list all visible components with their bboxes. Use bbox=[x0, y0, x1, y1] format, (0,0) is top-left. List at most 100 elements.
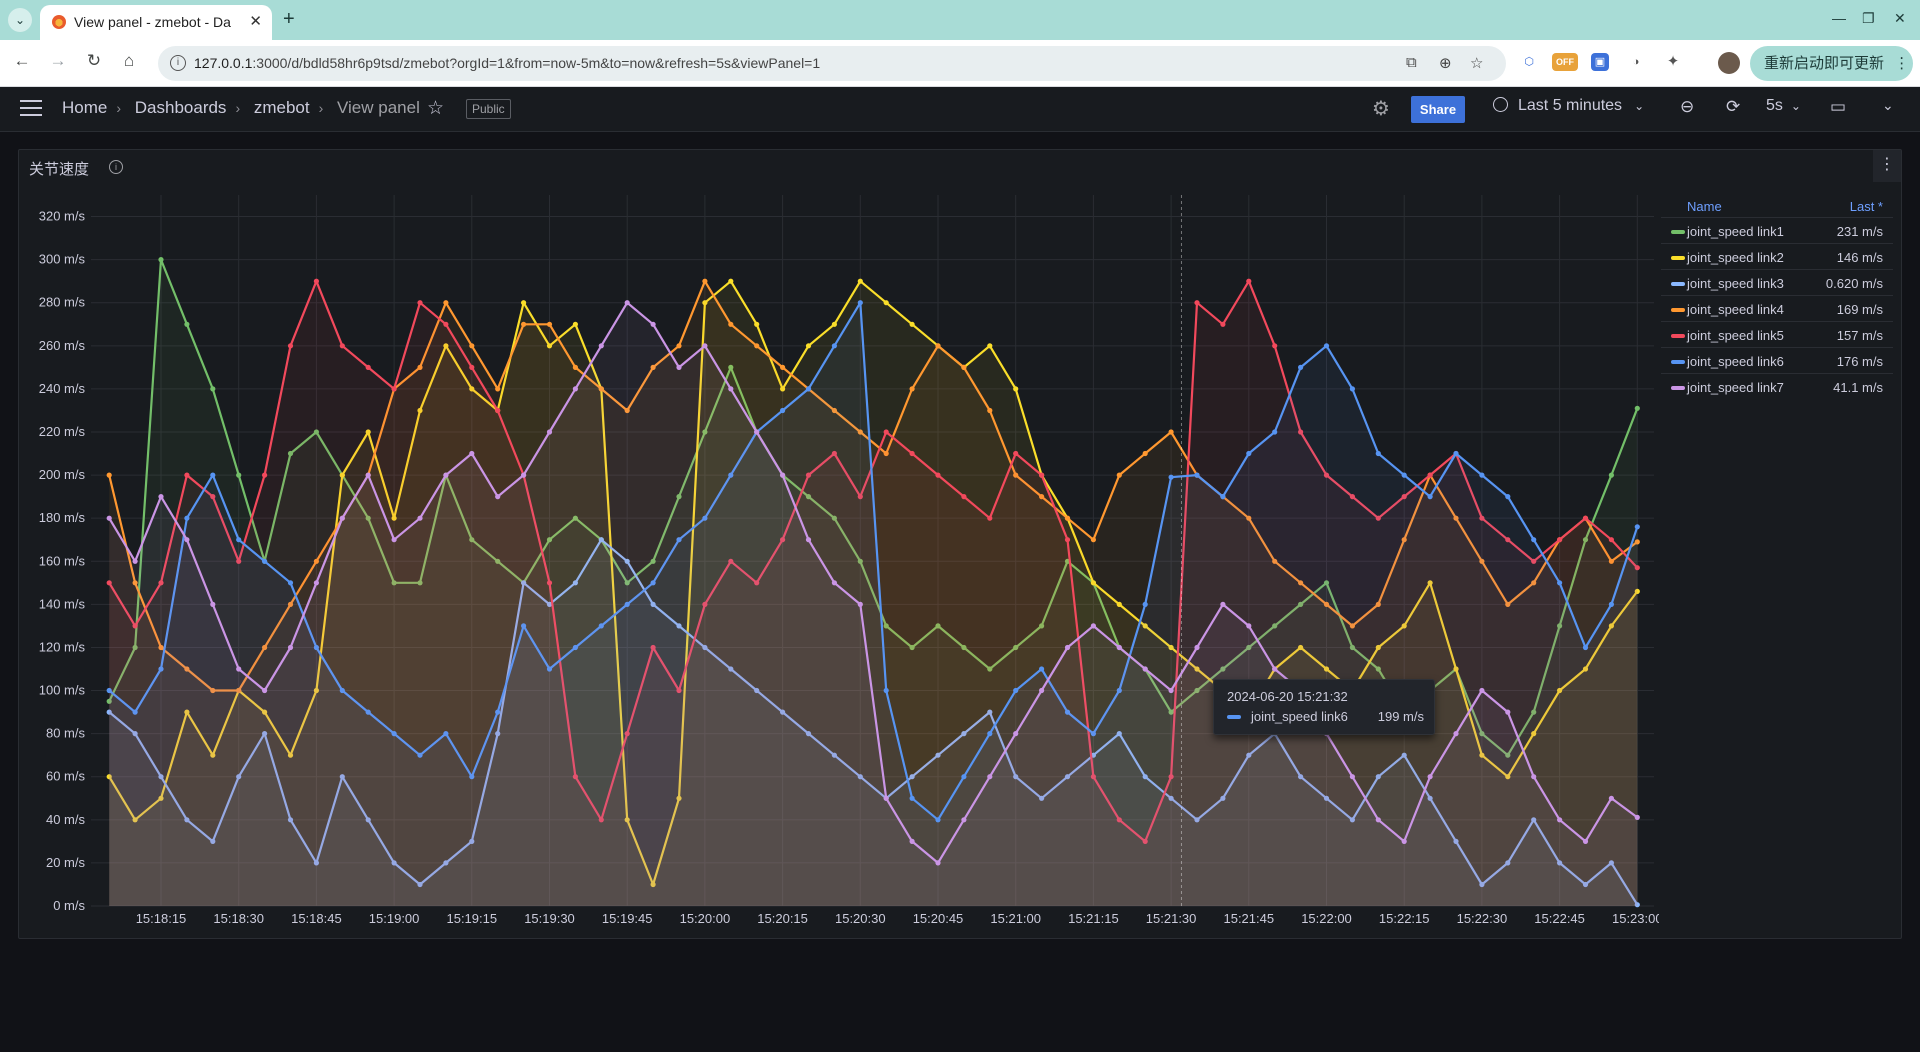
breadcrumb-dashboards[interactable]: Dashboards bbox=[134, 98, 227, 117]
forward-icon[interactable]: → bbox=[49, 51, 67, 70]
data-point bbox=[935, 623, 941, 629]
data-point bbox=[1427, 494, 1433, 500]
reload-icon[interactable]: ↻ bbox=[86, 51, 102, 70]
tv-mode-icon[interactable]: ▭ bbox=[1830, 97, 1847, 116]
chart-plot-area[interactable]: 0 m/s 20 m/s 40 m/s 60 m/s 80 m/s 100 m/s 120 … bbox=[19, 150, 1659, 940]
extensions-puzzle-icon[interactable]: ✦ bbox=[1666, 53, 1680, 70]
legend-header-last[interactable]: Last * bbox=[1849, 199, 1883, 214]
legend-series-name[interactable]: joint_speed link5 bbox=[1687, 328, 1784, 343]
data-point bbox=[1013, 472, 1019, 478]
legend-series-name[interactable]: joint_speed link6 bbox=[1687, 354, 1784, 369]
data-point bbox=[106, 472, 112, 478]
zoom-out-icon[interactable]: ⊖ bbox=[1680, 97, 1695, 116]
bookmark-star-icon[interactable]: ☆ bbox=[1470, 55, 1484, 72]
breadcrumb-zmebot[interactable]: zmebot bbox=[253, 98, 310, 117]
legend-series-name[interactable]: joint_speed link2 bbox=[1687, 250, 1784, 265]
data-point bbox=[132, 558, 138, 564]
data-point bbox=[650, 364, 656, 370]
profile-avatar[interactable] bbox=[1718, 52, 1740, 74]
legend-series-name[interactable]: joint_speed link3 bbox=[1687, 276, 1784, 291]
data-point bbox=[572, 386, 579, 392]
data-point bbox=[1375, 666, 1381, 672]
minimize-icon[interactable]: — bbox=[1832, 10, 1846, 26]
home-icon[interactable]: ⌂ bbox=[123, 51, 135, 70]
refresh-icon[interactable]: ⟳ bbox=[1726, 97, 1741, 116]
address-bar[interactable]: i 127.0.0.1:3000/d/bdld58hr6p9tsd/zmebot… bbox=[158, 46, 1506, 81]
legend-series-name[interactable]: joint_speed link1 bbox=[1687, 224, 1784, 239]
data-point bbox=[495, 709, 501, 715]
zoom-icon[interactable]: ⊕ bbox=[1439, 55, 1452, 72]
data-point bbox=[1349, 644, 1355, 651]
legend-series-name[interactable]: joint_speed link4 bbox=[1687, 302, 1784, 317]
legend-row[interactable]: joint_speed link5 157 m/s bbox=[1661, 321, 1893, 347]
extension-shield-icon[interactable]: ◑ bbox=[1632, 56, 1640, 68]
data-point bbox=[805, 343, 812, 349]
extension-off-badge[interactable]: OFF bbox=[1552, 53, 1578, 71]
panel-info-icon[interactable]: i bbox=[109, 160, 123, 174]
data-point bbox=[572, 364, 579, 370]
data-point bbox=[961, 817, 967, 823]
legend-row[interactable]: joint_speed link6 176 m/s bbox=[1661, 347, 1893, 373]
extension-window-icon[interactable]: ▣ bbox=[1591, 53, 1609, 71]
legend-series-name[interactable]: joint_speed link7 bbox=[1687, 380, 1784, 395]
data-point bbox=[831, 752, 838, 758]
time-range-picker[interactable]: Last 5 minutes ⌄ bbox=[1493, 97, 1644, 115]
legend-header-name[interactable]: Name bbox=[1687, 199, 1722, 214]
data-point bbox=[1375, 515, 1381, 521]
y-tick-label: 280 m/s bbox=[39, 295, 86, 310]
tooltip-series-swatch bbox=[1227, 715, 1241, 719]
settings-gear-icon[interactable]: ⚙ bbox=[1372, 98, 1390, 120]
data-point bbox=[1505, 752, 1511, 758]
window-close-icon[interactable]: ✕ bbox=[1894, 10, 1906, 26]
series-line-5 bbox=[108, 280, 1639, 843]
favorite-star-icon[interactable]: ☆ bbox=[427, 98, 445, 119]
data-point bbox=[1634, 814, 1640, 821]
breadcrumb-home[interactable]: Home bbox=[62, 98, 108, 117]
data-point bbox=[546, 580, 553, 586]
data-point bbox=[624, 558, 630, 564]
data-point bbox=[1505, 774, 1511, 780]
data-point bbox=[132, 709, 138, 715]
new-tab-icon[interactable]: + bbox=[283, 8, 295, 30]
data-point bbox=[1401, 623, 1407, 629]
data-point bbox=[1168, 774, 1174, 780]
site-info-icon[interactable]: i bbox=[170, 55, 186, 71]
data-point bbox=[1323, 601, 1330, 607]
data-point bbox=[339, 343, 345, 349]
legend-row[interactable]: joint_speed link3 0.620 m/s bbox=[1661, 269, 1893, 295]
collapse-chevron-icon[interactable]: ⌄ bbox=[1882, 97, 1894, 113]
back-icon[interactable]: ← bbox=[13, 51, 31, 70]
data-point bbox=[780, 386, 786, 392]
extension-cube-icon[interactable]: ⬡ bbox=[1524, 56, 1534, 68]
data-point bbox=[728, 558, 734, 564]
data-point bbox=[987, 731, 993, 737]
data-point bbox=[857, 494, 863, 500]
data-point bbox=[158, 644, 164, 651]
share-button[interactable]: Share bbox=[1411, 96, 1465, 123]
data-point bbox=[469, 386, 475, 392]
legend-row[interactable]: joint_speed link2 146 m/s bbox=[1661, 243, 1893, 269]
data-point bbox=[1479, 881, 1485, 888]
panel-menu-icon[interactable]: ⋮ bbox=[1873, 150, 1901, 182]
legend-row[interactable]: joint_speed link1 231 m/s bbox=[1661, 217, 1893, 243]
tab-close-icon[interactable]: ✕ bbox=[249, 13, 262, 30]
update-button[interactable]: 重新启动即可更新 ⋮ bbox=[1750, 46, 1913, 81]
breadcrumb-view-panel: View panel bbox=[337, 98, 420, 117]
refresh-interval-picker[interactable]: 5s ⌄ bbox=[1766, 97, 1801, 114]
data-point bbox=[184, 537, 190, 543]
legend-row[interactable]: joint_speed link4 169 m/s bbox=[1661, 295, 1893, 321]
data-point bbox=[572, 515, 579, 521]
restore-icon[interactable]: ❐ bbox=[1862, 10, 1875, 26]
translate-icon[interactable]: ⧉ bbox=[1406, 54, 1417, 71]
legend-row[interactable]: joint_speed link7 41.1 m/s bbox=[1661, 373, 1893, 399]
browser-tab[interactable]: View panel - zmebot - Da ✕ bbox=[40, 5, 272, 40]
tab-search-chevron-icon[interactable]: ⌄ bbox=[8, 8, 32, 32]
x-tick-label: 15:19:45 bbox=[602, 911, 653, 926]
data-point bbox=[805, 386, 812, 392]
menu-icon[interactable] bbox=[20, 100, 42, 116]
data-point bbox=[365, 472, 371, 478]
data-point bbox=[650, 644, 656, 651]
url-text[interactable]: 127.0.0.1:3000/d/bdld58hr6p9tsd/zmebot?o… bbox=[194, 55, 821, 71]
data-point bbox=[1116, 817, 1122, 823]
data-point bbox=[1194, 472, 1200, 478]
